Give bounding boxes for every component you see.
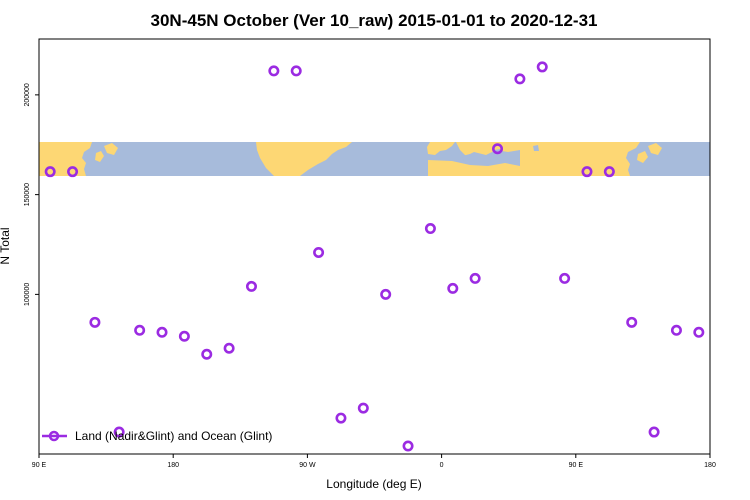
x-tick-label: 180: [704, 462, 716, 469]
y-tick-label: 200000: [24, 83, 31, 106]
x-tick-label: 90 E: [32, 462, 47, 469]
data-point: [693, 326, 705, 338]
data-point: [447, 282, 459, 294]
data-point: [648, 426, 660, 438]
x-tick-label: 0: [440, 462, 444, 469]
data-point: [380, 288, 392, 300]
data-point: [134, 324, 146, 336]
data-point: [581, 166, 593, 178]
legend-label: Land (Nadir&Glint) and Ocean (Glint): [75, 429, 272, 443]
x-tick-label: 90 W: [299, 462, 316, 469]
data-point: [178, 330, 190, 342]
y-tick-label: 150000: [24, 183, 31, 206]
data-point: [603, 166, 615, 178]
y-tick-label: 100000: [24, 283, 31, 306]
y-axis-label: N Total: [0, 227, 12, 264]
data-point: [559, 272, 571, 284]
data-point: [514, 73, 526, 85]
x-tick-label: 180: [167, 462, 179, 469]
x-axis: 90 E 180 90 W 0 90 E 180: [32, 454, 716, 469]
data-point: [335, 412, 347, 424]
data-point: [492, 143, 504, 155]
data-point: [223, 342, 235, 354]
data-point: [290, 65, 302, 77]
plot-frame: [38, 38, 711, 455]
data-point: [402, 440, 414, 452]
data-point: [89, 316, 101, 328]
y-axis: 100000 150000 200000: [24, 83, 39, 306]
chart-title: 30N-45N October (Ver 10_raw) 2015-01-01 …: [151, 11, 598, 30]
data-point: [536, 61, 548, 73]
data-point: [156, 326, 168, 338]
data-point: [357, 402, 369, 414]
data-point: [469, 272, 481, 284]
data-point: [113, 426, 125, 438]
data-point: [201, 348, 213, 360]
data-point: [44, 166, 56, 178]
data-point: [313, 246, 325, 258]
data-point: [626, 316, 638, 328]
legend-marker: [48, 430, 60, 442]
x-tick-label: 90 E: [569, 462, 584, 469]
data-point: [670, 324, 682, 336]
x-axis-label: Longitude (deg E): [326, 477, 421, 491]
data-point: [424, 223, 436, 235]
data-point: [67, 166, 79, 178]
map-band: [39, 142, 710, 176]
data-point: [245, 280, 257, 292]
data-points: [44, 61, 705, 452]
data-point: [268, 65, 280, 77]
legend: Land (Nadir&Glint) and Ocean (Glint): [42, 429, 272, 443]
